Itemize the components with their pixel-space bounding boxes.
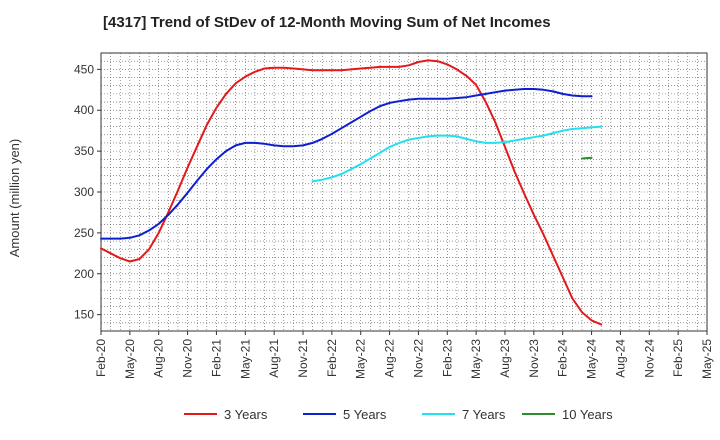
x-tick-label: May-22 (354, 339, 368, 379)
legend-label: 5 Years (343, 407, 387, 422)
x-tick-label: Aug-20 (152, 339, 166, 378)
x-tick-label: Feb-20 (94, 339, 108, 377)
x-tick-label: May-23 (469, 339, 483, 379)
y-tick-label: 400 (74, 103, 94, 117)
y-axis-label: Amount (million yen) (7, 139, 22, 258)
x-tick-label: Feb-24 (556, 339, 570, 377)
series-line-5-years (100, 88, 593, 240)
x-tick-label: Feb-21 (209, 339, 223, 377)
x-tick-label: Nov-24 (642, 339, 656, 378)
x-tick-label: Nov-23 (527, 339, 541, 378)
y-tick-label: 300 (74, 185, 94, 199)
series-line-3-years (100, 59, 603, 326)
x-tick-label: May-25 (700, 339, 714, 379)
series-line-10-years (581, 156, 593, 160)
x-tick-label: Feb-25 (671, 339, 685, 377)
legend-label: 7 Years (462, 407, 506, 422)
x-tick-label: Aug-23 (498, 339, 512, 378)
x-tick-label: May-20 (123, 339, 137, 379)
legend-label: 10 Years (562, 407, 613, 422)
x-tick-label: May-21 (238, 339, 252, 379)
x-tick-label: Feb-23 (440, 339, 454, 377)
chart-title: [4317] Trend of StDev of 12-Month Moving… (103, 14, 551, 31)
y-tick-label: 250 (74, 226, 94, 240)
y-tick-label: 350 (74, 144, 94, 158)
y-tick-label: 450 (74, 62, 94, 76)
y-tick-label: 200 (74, 267, 94, 281)
x-tick-label: Feb-22 (325, 339, 339, 377)
x-tick-label: May-24 (585, 339, 599, 379)
legend-label: 3 Years (224, 407, 268, 422)
x-tick-label: Nov-20 (181, 339, 195, 378)
x-tick-label: Aug-24 (613, 339, 627, 378)
series-line-7-years (311, 125, 603, 183)
y-tick-label: 150 (74, 308, 94, 322)
x-tick-label: Nov-22 (411, 339, 425, 378)
x-tick-label: Nov-21 (296, 339, 310, 378)
x-tick-label: Aug-21 (267, 339, 281, 378)
x-tick-label: Aug-22 (383, 339, 397, 378)
